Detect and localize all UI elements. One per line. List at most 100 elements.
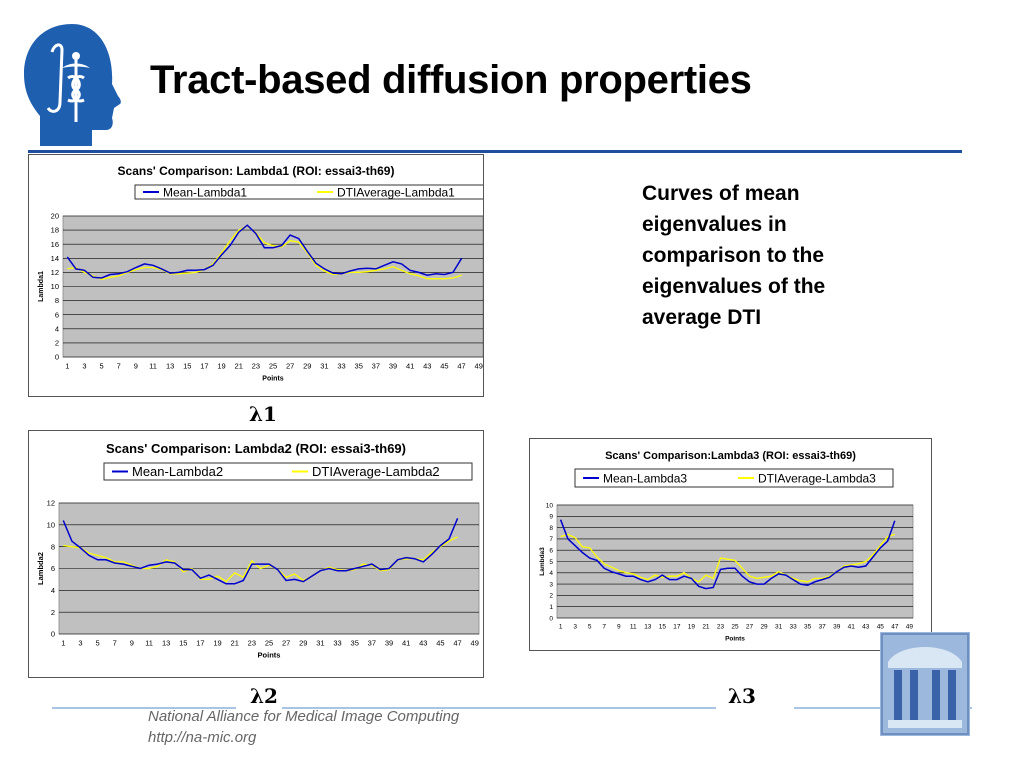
- x-tick-label: 27: [286, 362, 294, 371]
- chart-title: Scans' Comparison: Lambda1 (ROI: essai3-…: [118, 164, 395, 178]
- series-line-mean: [62, 518, 459, 585]
- x-tick-label: 23: [252, 362, 260, 371]
- x-tick-label: 37: [372, 362, 380, 371]
- x-tick-label: 33: [337, 362, 345, 371]
- y-tick-label: 4: [55, 324, 59, 333]
- lambda3-chart-svg: Scans' Comparison:Lambda3 (ROI: essai3-t…: [539, 450, 914, 643]
- series-line-dtiaverage: [67, 225, 462, 281]
- x-tick-label: 25: [265, 639, 273, 648]
- x-tick-label: 9: [617, 624, 621, 631]
- y-tick-label: 12: [47, 499, 55, 508]
- slide-title: Tract-based diffusion properties: [150, 58, 752, 102]
- x-tick-label: 27: [282, 639, 290, 648]
- x-tick-label: 31: [316, 639, 324, 648]
- x-tick-label: 39: [385, 639, 393, 648]
- x-axis-label: Points: [725, 636, 745, 643]
- x-tick-label: 7: [113, 639, 117, 648]
- x-tick-label: 35: [355, 362, 363, 371]
- x-tick-label: 1: [559, 624, 563, 631]
- x-tick-label: 37: [819, 624, 827, 631]
- y-tick-label: 6: [51, 564, 55, 573]
- x-tick-label: 19: [688, 624, 696, 631]
- legend-entry: DTIAverage-Lambda1: [337, 185, 455, 199]
- legend-box: [574, 468, 894, 488]
- x-tick-label: 41: [402, 639, 410, 648]
- x-tick-label: 43: [862, 624, 870, 631]
- legend-entry: Mean-Lambda2: [132, 464, 223, 479]
- x-tick-label: 11: [145, 639, 153, 648]
- x-axis-label: Points: [258, 651, 281, 660]
- y-tick-label: 0: [55, 353, 59, 362]
- x-tick-label: 3: [78, 639, 82, 648]
- lambda1-label: λ1: [249, 402, 277, 426]
- legend-entry: Mean-Lambda3: [603, 471, 687, 485]
- x-tick-label: 11: [149, 362, 157, 371]
- x-tick-label: 49: [906, 624, 914, 631]
- y-tick-label: 1: [549, 604, 553, 611]
- lambda1-chart: Scans' Comparison: Lambda1 (ROI: essai3-…: [28, 154, 484, 397]
- head-caduceus-icon: [24, 24, 121, 146]
- caption-text: Curves of mean eigenvalues in comparison…: [642, 182, 826, 329]
- x-tick-label: 5: [99, 362, 103, 371]
- x-tick-label: 31: [320, 362, 328, 371]
- x-tick-label: 25: [731, 624, 739, 631]
- y-tick-label: 5: [549, 559, 553, 566]
- x-axis-label: Points: [262, 376, 283, 383]
- x-tick-label: 11: [630, 624, 637, 631]
- x-tick-label: 29: [303, 362, 311, 371]
- x-tick-label: 13: [644, 624, 652, 631]
- x-tick-label: 45: [436, 639, 444, 648]
- x-tick-label: 29: [299, 639, 307, 648]
- y-tick-label: 10: [546, 502, 554, 509]
- y-axis-label: Lambda1: [38, 271, 45, 302]
- y-tick-label: 7: [549, 536, 553, 543]
- x-tick-label: 41: [848, 624, 856, 631]
- y-tick-label: 0: [549, 615, 553, 622]
- lambda2-chart: Scans' Comparison: Lambda2 (ROI: essai3-…: [28, 430, 484, 678]
- legend-box: [134, 184, 483, 200]
- x-tick-label: 23: [717, 624, 725, 631]
- x-tick-label: 3: [573, 624, 577, 631]
- namic-logo: [18, 22, 126, 148]
- x-tick-label: 1: [61, 639, 65, 648]
- y-tick-label: 4: [549, 570, 553, 577]
- legend-entry: DTIAverage-Lambda2: [312, 464, 440, 479]
- x-tick-label: 9: [130, 639, 134, 648]
- x-tick-label: 49: [475, 362, 483, 371]
- y-tick-label: 20: [51, 212, 59, 221]
- x-tick-label: 7: [117, 362, 121, 371]
- x-tick-label: 39: [389, 362, 397, 371]
- y-tick-label: 12: [51, 268, 59, 277]
- y-axis-label: Lambda3: [539, 547, 546, 576]
- series-line-mean: [66, 224, 463, 279]
- y-tick-label: 8: [549, 525, 553, 532]
- x-tick-label: 39: [833, 624, 841, 631]
- y-tick-label: 2: [549, 593, 553, 600]
- y-tick-label: 14: [51, 254, 59, 263]
- x-tick-label: 45: [877, 624, 885, 631]
- x-tick-label: 13: [162, 639, 170, 648]
- x-tick-label: 5: [588, 624, 592, 631]
- lambda3-chart: Scans' Comparison:Lambda3 (ROI: essai3-t…: [529, 438, 932, 651]
- x-tick-label: 47: [453, 639, 461, 648]
- legend-box: [103, 462, 473, 481]
- x-tick-label: 21: [235, 362, 243, 371]
- lambda2-label: λ2: [250, 684, 278, 708]
- x-tick-label: 31: [775, 624, 783, 631]
- y-tick-label: 2: [55, 339, 59, 348]
- x-tick-label: 33: [790, 624, 798, 631]
- chart-title: Scans' Comparison:Lambda3 (ROI: essai3-t…: [605, 450, 856, 462]
- x-tick-label: 17: [200, 362, 208, 371]
- y-tick-label: 0: [51, 630, 55, 639]
- x-tick-label: 47: [891, 624, 899, 631]
- x-tick-label: 33: [333, 639, 341, 648]
- x-tick-label: 41: [406, 362, 414, 371]
- y-axis-label: Lambda2: [36, 552, 45, 585]
- footer-divider-mid: [282, 707, 716, 709]
- x-tick-label: 17: [196, 639, 204, 648]
- x-tick-label: 23: [248, 639, 256, 648]
- unc-old-well-logo: [880, 632, 970, 736]
- y-tick-label: 2: [51, 608, 55, 617]
- x-tick-label: 15: [183, 362, 191, 371]
- series-line-mean: [559, 519, 896, 590]
